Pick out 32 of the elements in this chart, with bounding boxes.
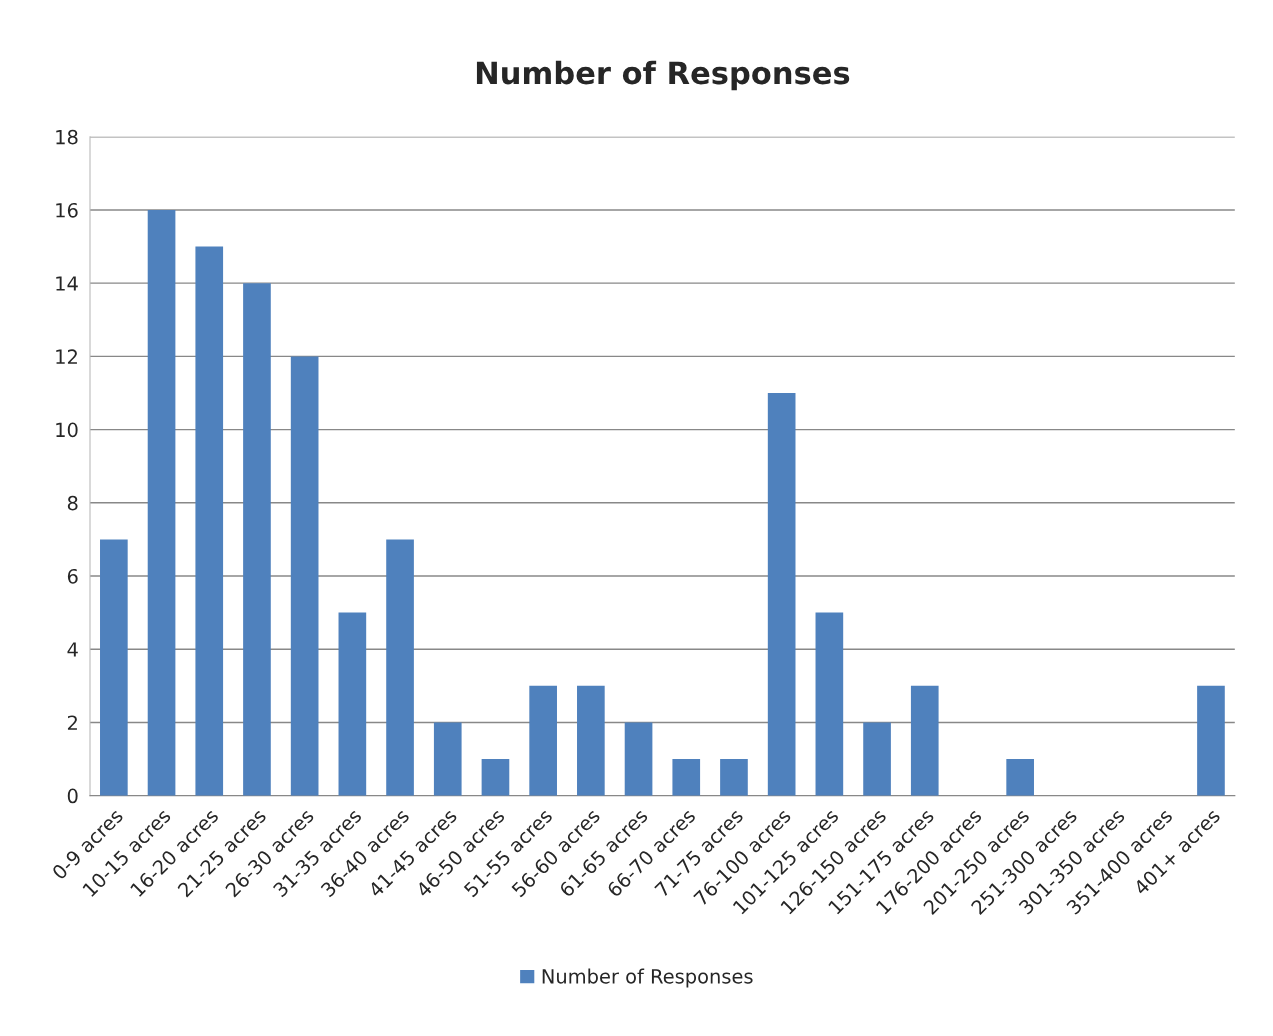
bar [1197, 685, 1225, 796]
bar [767, 392, 796, 796]
y-tick-label: 14 [56, 276, 78, 291]
bar [147, 209, 176, 796]
bar [672, 759, 701, 796]
bar [720, 759, 748, 796]
chart-title: Number of Responses [476, 60, 850, 91]
y-tick-label: 12 [56, 349, 77, 364]
y-tick-label: 16 [56, 202, 78, 218]
bar [815, 612, 844, 796]
bar [910, 685, 939, 796]
legend-label: Number of Responses [542, 968, 753, 988]
y-tick-label: 2 [67, 715, 77, 730]
bar [624, 722, 653, 796]
bar [290, 356, 319, 796]
bar [338, 612, 367, 796]
bar [433, 722, 462, 796]
bar [863, 722, 891, 796]
bar [481, 759, 510, 796]
y-tick-label: 8 [67, 495, 78, 511]
bar [386, 539, 414, 796]
bar [1006, 759, 1034, 796]
bar [577, 685, 605, 796]
bar [195, 246, 224, 796]
y-tick-label: 4 [67, 642, 78, 657]
y-tick-label: 6 [67, 568, 78, 584]
bar [100, 539, 128, 796]
y-tick-label: 10 [56, 422, 78, 438]
y-tick-label: 18 [56, 129, 78, 145]
bar [243, 283, 271, 796]
y-tick-label: 0 [67, 788, 78, 804]
bar [529, 685, 557, 796]
